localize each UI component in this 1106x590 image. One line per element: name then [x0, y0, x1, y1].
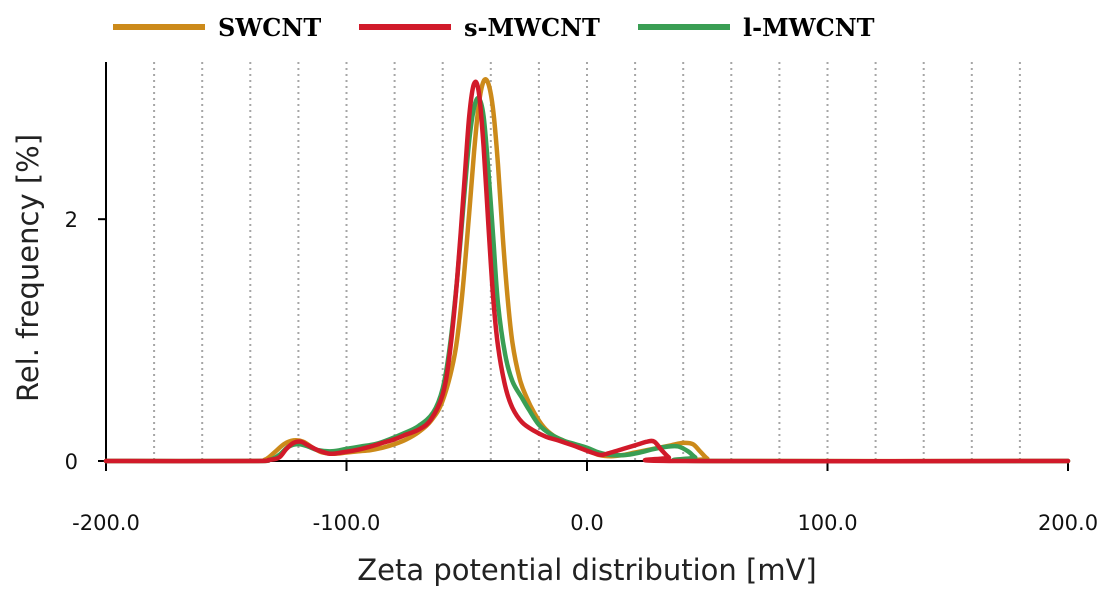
y-tick-label: 2: [65, 208, 78, 232]
y-ticks: 02: [65, 208, 106, 474]
series-lines: [103, 77, 1071, 464]
x-tick-label: 100.0: [797, 511, 857, 535]
x-tick-label: -100.0: [313, 511, 381, 535]
legend-label-s-mwcnt: s-MWCNT: [464, 13, 600, 42]
series-line-swcnt: [103, 77, 1071, 464]
x-tick-label: 200.0: [1038, 511, 1098, 535]
legend: SWCNT s-MWCNT l-MWCNT: [113, 13, 875, 42]
legend-label-swcnt: SWCNT: [218, 13, 321, 42]
legend-label-l-mwcnt: l-MWCNT: [743, 13, 875, 42]
y-tick-label: 0: [65, 450, 78, 474]
y-axis-title: Rel. frequency [%]: [11, 134, 45, 402]
vertical-grid: [153, 62, 1021, 461]
series-line-s-mwcnt: [103, 79, 1071, 464]
x-tick-label: -200.0: [72, 511, 140, 535]
x-tick-label: 0.0: [570, 511, 603, 535]
x-axis-title: Zeta potential distribution [mV]: [357, 553, 816, 587]
x-ticks: -200.0 -100.0 0.0 100.0 200.0: [72, 461, 1098, 535]
